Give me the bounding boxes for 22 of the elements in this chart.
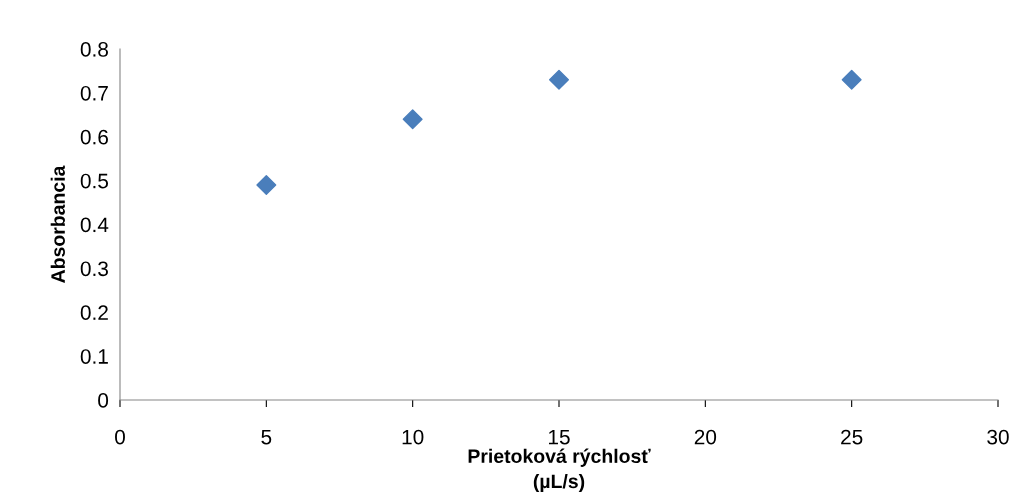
y-tick-label: 0.8: [80, 42, 108, 57]
x-tick-label: 30: [987, 429, 1009, 445]
x-axis-title: Prietoková rýchlosť (µL/s): [468, 448, 651, 493]
y-tick-label: 0.3: [80, 261, 108, 277]
y-tick-label: 0.4: [80, 217, 109, 233]
point: [402, 109, 423, 130]
x-tick-label: 0: [115, 429, 125, 445]
x-tick-label: 10: [402, 429, 424, 445]
y-tick-label: 0.7: [80, 85, 108, 101]
point: [548, 69, 570, 90]
y-tick-label: 0.5: [80, 173, 109, 189]
x-tick-label: 5: [261, 429, 272, 445]
y-tick-label: 0: [98, 393, 109, 408]
x-tick-label: 15: [549, 429, 570, 445]
y-axis-title: Absorbancia: [50, 165, 65, 283]
point: [256, 175, 277, 196]
y-tick-label: 0.1: [80, 349, 108, 364]
y-tick-label: 0.6: [80, 129, 108, 145]
point: [841, 69, 862, 90]
x-tick-label: 20: [694, 429, 717, 445]
y-tick-label: 0.2: [80, 305, 108, 320]
x-tick-label: 25: [841, 429, 863, 445]
